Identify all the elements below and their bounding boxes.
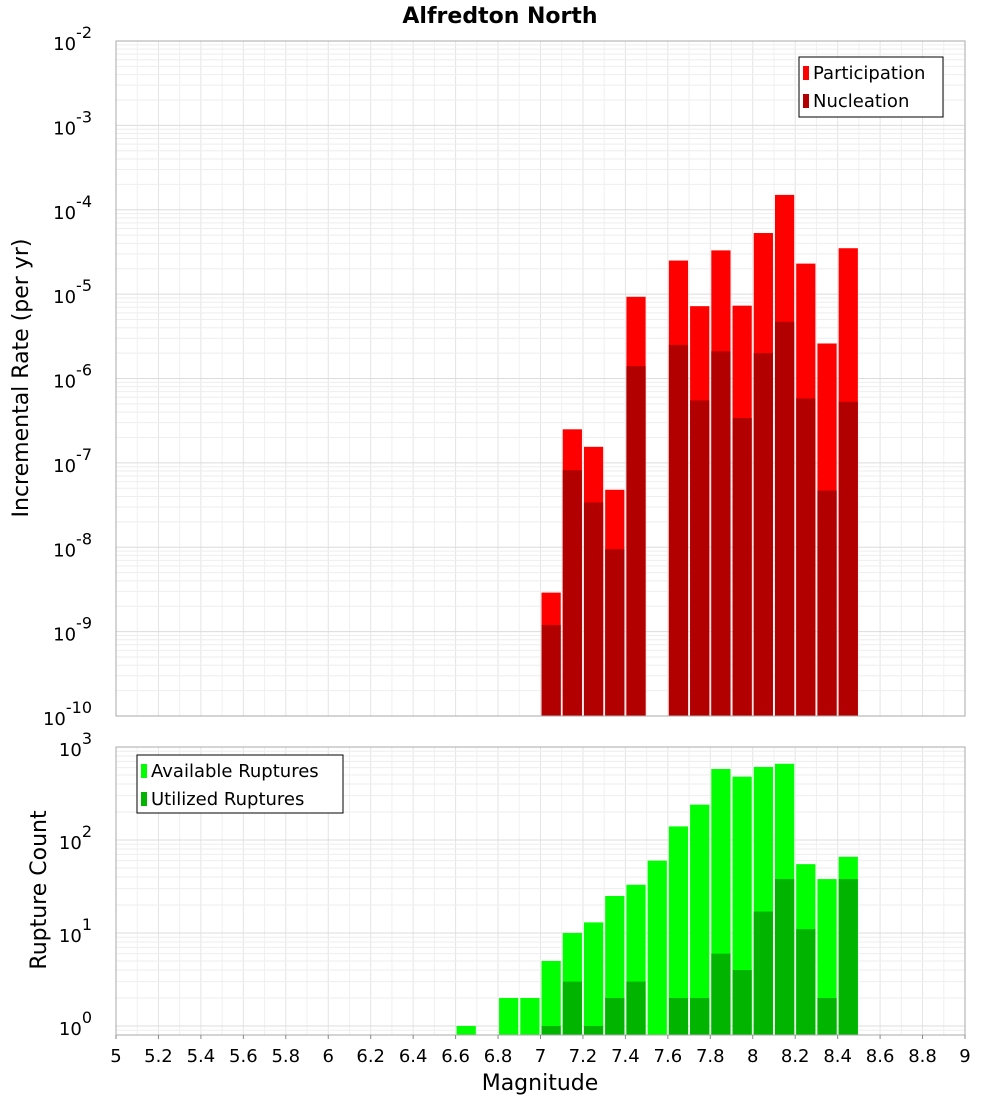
bottom-legend-label: Available Ruptures [151, 761, 319, 782]
top-y-tick-label: 10-9 [53, 614, 92, 646]
x-tick-label: 6.4 [399, 1046, 428, 1067]
x-tick-label: 7.4 [611, 1046, 640, 1067]
bottom-bar-available-ruptures [690, 804, 710, 1035]
x-tick-label: 7.6 [654, 1046, 683, 1067]
bottom-legend-swatch [141, 792, 147, 806]
bottom-bar-utilized-ruptures [796, 929, 816, 1035]
bottom-bar-available-ruptures [541, 960, 561, 1035]
top-plot-frame [115, 40, 966, 717]
top-bar-nucleation [690, 400, 710, 716]
x-tick-label: 8.2 [781, 1046, 810, 1067]
top-legend-swatch [803, 66, 809, 80]
top-bar-nucleation [541, 624, 561, 716]
top-bar-nucleation [711, 351, 731, 716]
top-plot-area: 10-10 10-9 10-8 10-7 10-6 10-5 10-4 10-3 10-2 Par… [43, 23, 966, 730]
bottom-bar-available-ruptures [668, 826, 689, 1035]
top-y-axis-label: Incremental Rate (per yr) [9, 239, 34, 518]
bottom-plot-area: 100 101 102 103 Available Ruptures Utilized R… [59, 729, 971, 1067]
x-tick-label: 5 [110, 1046, 121, 1067]
top-bar-nucleation [626, 366, 646, 716]
bottom-bar-available-ruptures [583, 922, 604, 1035]
x-tick-label: 6.2 [356, 1046, 385, 1067]
bottom-bar-utilized-ruptures [774, 879, 795, 1035]
top-y-tick-label: 10-5 [53, 276, 92, 308]
bottom-bar-available-ruptures [647, 860, 667, 1035]
bottom-bar-utilized-ruptures [583, 1025, 604, 1035]
bottom-bar-available-ruptures [499, 997, 519, 1035]
bottom-y-tick-label: 102 [59, 822, 92, 854]
top-bar-nucleation [605, 549, 625, 716]
bottom-bar-utilized-ruptures [838, 879, 858, 1035]
top-y-tick-label: 10-3 [53, 107, 92, 139]
bottom-bar-utilized-ruptures [626, 981, 646, 1035]
x-tick-label: 8.4 [823, 1046, 852, 1067]
top-legend [798, 56, 944, 118]
bottom-legend [136, 754, 344, 814]
x-axis-label: Magnitude [482, 1071, 599, 1096]
top-legend-swatch [803, 94, 809, 108]
x-tick-label: 8.6 [866, 1046, 895, 1067]
top-y-tick-label: 10-4 [53, 192, 92, 224]
bottom-y-tick-label: 101 [59, 915, 92, 947]
bottom-bar-available-ruptures [520, 997, 540, 1035]
top-bar-nucleation [583, 502, 604, 716]
top-y-tick-label: 10-8 [53, 529, 92, 561]
top-bar-nucleation [796, 398, 816, 716]
bottom-bar-utilized-ruptures [690, 997, 710, 1035]
x-tick-label: 7.8 [696, 1046, 725, 1067]
bottom-y-tick-label: 103 [59, 729, 92, 761]
bottom-bar-utilized-ruptures [605, 997, 625, 1035]
bottom-bar-utilized-ruptures [711, 953, 731, 1035]
x-tick-label: 5.4 [187, 1046, 216, 1067]
bottom-bar-utilized-ruptures [753, 911, 773, 1035]
bottom-bar-available-ruptures [817, 879, 837, 1035]
top-legend-label: Participation [813, 63, 925, 84]
x-tick-label: 9 [959, 1046, 970, 1067]
x-tick-label: 6.6 [441, 1046, 470, 1067]
top-bar-nucleation [732, 418, 752, 716]
x-tick-label: 5.6 [229, 1046, 258, 1067]
top-y-tick-label: 10-2 [53, 23, 92, 55]
top-y-tick-label: 10-7 [53, 445, 92, 477]
top-bar-nucleation [562, 470, 582, 716]
bottom-bar-utilized-ruptures [668, 997, 689, 1035]
x-tick-label: 8.8 [908, 1046, 937, 1067]
x-tick-label: 7 [535, 1046, 546, 1067]
bottom-y-axis-label: Rupture Count [27, 810, 52, 970]
top-bar-nucleation [753, 353, 773, 716]
bottom-y-tick-label: 100 [59, 1008, 92, 1040]
bottom-bar-utilized-ruptures [562, 981, 582, 1035]
top-bar-nucleation [774, 321, 795, 716]
top-legend-label: Nucleation [813, 91, 909, 112]
top-y-tick-label: 10-6 [53, 361, 92, 393]
bottom-legend-label: Utilized Ruptures [151, 789, 304, 810]
top-y-tick-label: 10-10 [43, 698, 92, 730]
x-tick-label: 6 [323, 1046, 334, 1067]
bottom-bar-utilized-ruptures [541, 1025, 561, 1035]
top-bar-nucleation [838, 401, 858, 716]
bottom-bar-utilized-ruptures [732, 969, 752, 1035]
x-tick-label: 5.8 [271, 1046, 300, 1067]
chart-title: Alfredton North [402, 4, 597, 29]
x-tick-label: 5.2 [144, 1046, 173, 1067]
top-bar-nucleation [668, 344, 689, 716]
x-tick-label: 8 [747, 1046, 758, 1067]
top-bar-nucleation [817, 490, 837, 716]
bottom-bar-available-ruptures [456, 1025, 476, 1035]
bottom-bar-utilized-ruptures [817, 997, 837, 1035]
x-tick-label: 7.2 [569, 1046, 598, 1067]
x-tick-label: 6.8 [484, 1046, 513, 1067]
bottom-legend-swatch [141, 764, 147, 778]
